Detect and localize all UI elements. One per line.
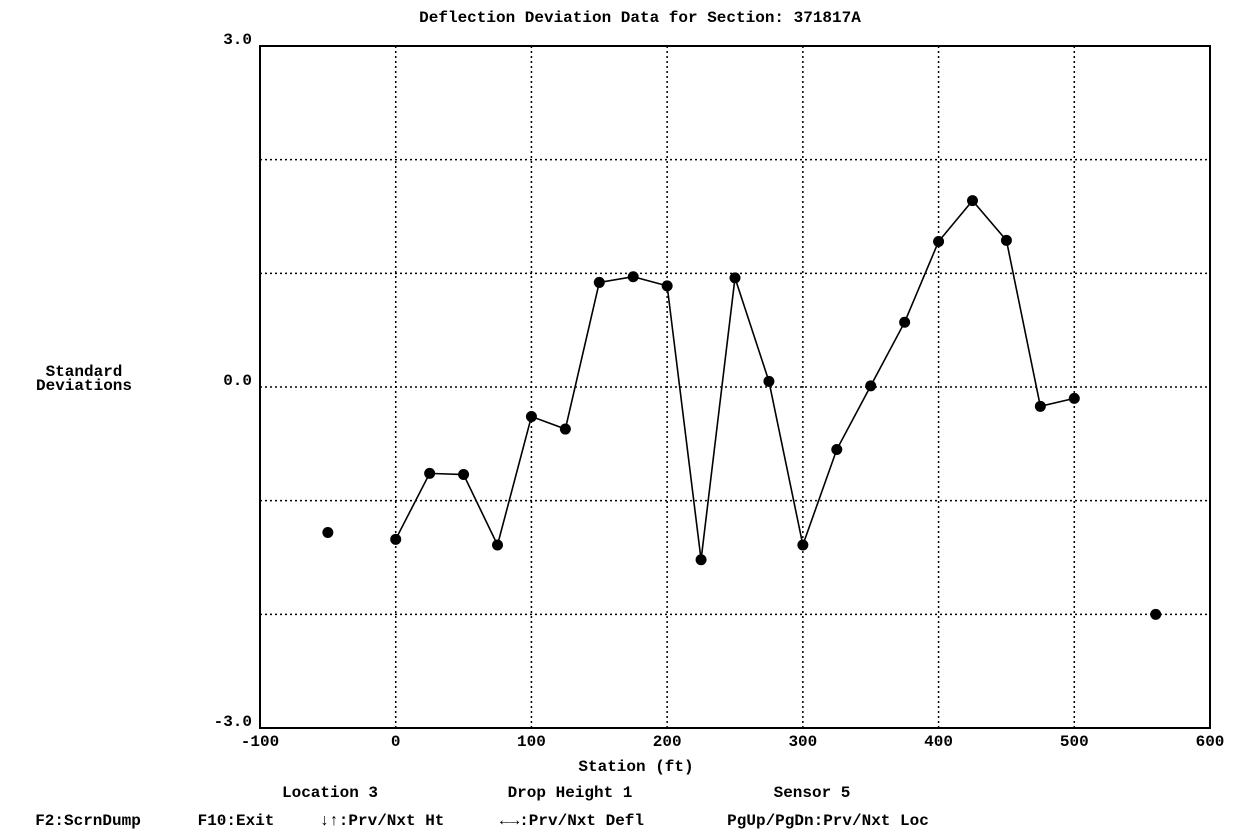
x-tick-label: 200 bbox=[653, 733, 682, 751]
data-point bbox=[322, 526, 334, 538]
data-point bbox=[627, 271, 639, 283]
data-point bbox=[899, 316, 911, 328]
x-tick-label: 600 bbox=[1196, 733, 1225, 751]
x-tick-label: 300 bbox=[788, 733, 817, 751]
y-tick-label: -3.0 bbox=[214, 713, 252, 731]
data-point bbox=[1150, 608, 1162, 620]
data-point bbox=[458, 469, 470, 481]
data-point bbox=[593, 276, 605, 288]
data-point bbox=[1034, 400, 1046, 412]
x-axis-label: Station (ft) bbox=[578, 758, 693, 776]
data-point bbox=[661, 280, 673, 292]
data-point bbox=[424, 467, 436, 479]
data-point bbox=[729, 272, 741, 284]
y-axis-label: Deviations bbox=[36, 377, 132, 395]
status-text: Sensor 5 bbox=[774, 784, 851, 802]
key-help: PgUp/PgDn:Prv/Nxt Loc bbox=[727, 812, 929, 830]
data-point bbox=[695, 554, 707, 566]
data-point bbox=[492, 539, 503, 551]
data-point bbox=[559, 423, 571, 435]
y-tick-label: 0.0 bbox=[223, 372, 252, 390]
x-tick-label: -100 bbox=[241, 733, 279, 751]
x-tick-label: 400 bbox=[924, 733, 953, 751]
key-help: ←→:Prv/Nxt Defl bbox=[500, 812, 644, 830]
data-point bbox=[831, 444, 843, 456]
data-point bbox=[390, 533, 402, 545]
x-tick-label: 100 bbox=[517, 733, 546, 751]
x-tick-label: 0 bbox=[391, 733, 401, 751]
x-tick-label: 500 bbox=[1060, 733, 1089, 751]
status-text: Location 3 bbox=[282, 784, 378, 802]
data-point bbox=[525, 411, 537, 423]
data-point bbox=[797, 539, 809, 551]
key-help: F2:ScrnDump bbox=[35, 812, 141, 830]
y-axis-label: Standard bbox=[46, 363, 123, 381]
plot-frame bbox=[259, 45, 1211, 729]
data-point bbox=[933, 236, 945, 248]
key-help: F10:Exit bbox=[198, 812, 275, 830]
data-point bbox=[865, 380, 877, 392]
status-text: Drop Height 1 bbox=[508, 784, 633, 802]
data-point bbox=[967, 195, 978, 207]
data-point bbox=[1000, 234, 1012, 246]
data-point bbox=[1068, 392, 1080, 404]
key-help: ↓↑:Prv/Nxt Ht bbox=[320, 812, 445, 830]
y-tick-label: 3.0 bbox=[223, 31, 252, 49]
data-point bbox=[763, 375, 775, 387]
chart-title: Deflection Deviation Data for Section: 3… bbox=[419, 9, 861, 27]
